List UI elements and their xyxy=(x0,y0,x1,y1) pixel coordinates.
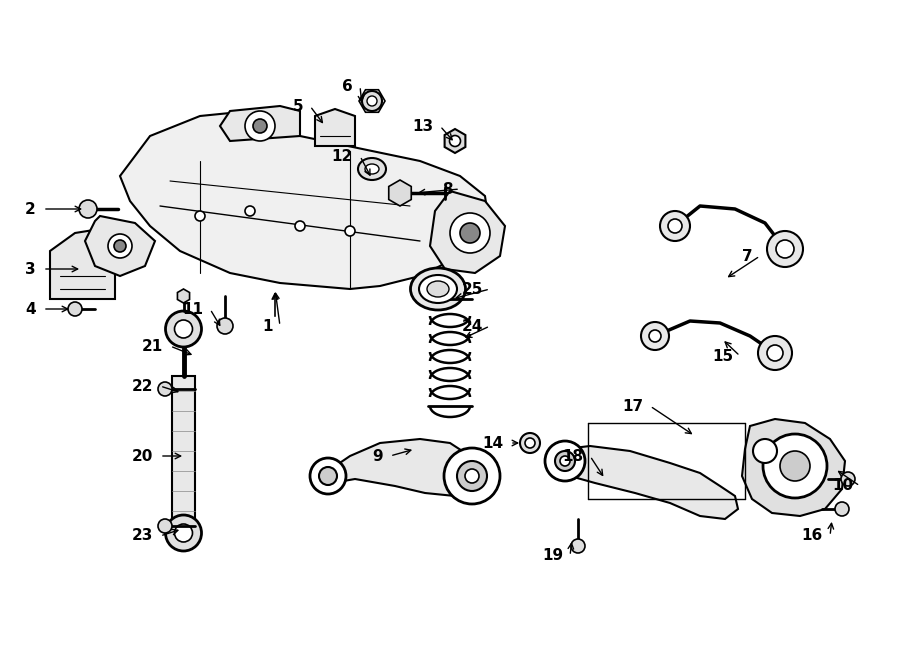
Circle shape xyxy=(175,320,193,338)
Polygon shape xyxy=(220,106,300,141)
Polygon shape xyxy=(85,216,155,276)
Text: 8: 8 xyxy=(443,182,453,196)
Polygon shape xyxy=(562,446,738,519)
Polygon shape xyxy=(50,229,115,299)
Ellipse shape xyxy=(427,281,449,297)
Polygon shape xyxy=(177,289,190,303)
Circle shape xyxy=(571,539,585,553)
Text: 25: 25 xyxy=(462,282,483,297)
Circle shape xyxy=(668,219,682,233)
Text: 11: 11 xyxy=(182,301,203,317)
Circle shape xyxy=(649,330,661,342)
Text: 22: 22 xyxy=(131,379,153,393)
Ellipse shape xyxy=(419,275,457,303)
Circle shape xyxy=(345,226,355,236)
Circle shape xyxy=(525,438,535,448)
Circle shape xyxy=(253,119,267,133)
Circle shape xyxy=(767,231,803,267)
Circle shape xyxy=(195,211,205,221)
Circle shape xyxy=(319,467,337,485)
Circle shape xyxy=(68,302,82,316)
Circle shape xyxy=(444,448,500,504)
Circle shape xyxy=(545,441,585,481)
Text: 7: 7 xyxy=(742,249,753,264)
Text: 1: 1 xyxy=(263,319,273,334)
Text: 17: 17 xyxy=(622,399,643,414)
Circle shape xyxy=(245,111,275,141)
Circle shape xyxy=(465,469,479,483)
Circle shape xyxy=(555,451,575,471)
Circle shape xyxy=(367,96,377,106)
Circle shape xyxy=(166,311,202,347)
Circle shape xyxy=(763,434,827,498)
Circle shape xyxy=(641,322,669,350)
Text: 13: 13 xyxy=(412,118,433,134)
Ellipse shape xyxy=(358,158,386,180)
Text: 19: 19 xyxy=(542,549,563,563)
Text: 4: 4 xyxy=(25,301,36,317)
Text: 15: 15 xyxy=(712,348,733,364)
Circle shape xyxy=(114,240,126,252)
Circle shape xyxy=(660,211,690,241)
Ellipse shape xyxy=(365,164,379,174)
Text: 20: 20 xyxy=(131,449,153,463)
Circle shape xyxy=(166,515,202,551)
Text: 10: 10 xyxy=(832,479,853,494)
Text: 9: 9 xyxy=(373,449,383,463)
Circle shape xyxy=(449,136,461,147)
Circle shape xyxy=(158,382,172,396)
Text: 6: 6 xyxy=(342,79,353,93)
Circle shape xyxy=(841,472,855,486)
Circle shape xyxy=(560,456,570,466)
Text: 14: 14 xyxy=(482,436,503,451)
Polygon shape xyxy=(315,109,355,146)
Text: 23: 23 xyxy=(131,529,153,543)
Text: 16: 16 xyxy=(802,529,823,543)
Circle shape xyxy=(835,502,849,516)
Circle shape xyxy=(460,223,480,243)
Polygon shape xyxy=(389,180,411,206)
Circle shape xyxy=(758,336,792,370)
Circle shape xyxy=(780,451,810,481)
Circle shape xyxy=(217,318,233,334)
Polygon shape xyxy=(172,376,195,526)
Circle shape xyxy=(175,524,193,542)
Circle shape xyxy=(450,213,490,253)
Text: 12: 12 xyxy=(332,149,353,163)
Text: 2: 2 xyxy=(25,202,36,217)
Polygon shape xyxy=(742,419,845,516)
Circle shape xyxy=(158,519,172,533)
Polygon shape xyxy=(445,129,465,153)
Text: 21: 21 xyxy=(142,338,163,354)
Circle shape xyxy=(776,240,794,258)
Text: 5: 5 xyxy=(292,98,303,114)
Circle shape xyxy=(310,458,346,494)
Circle shape xyxy=(108,234,132,258)
Circle shape xyxy=(362,91,382,111)
Text: 24: 24 xyxy=(462,319,483,334)
Circle shape xyxy=(767,345,783,361)
Circle shape xyxy=(753,439,777,463)
Circle shape xyxy=(295,221,305,231)
Polygon shape xyxy=(120,111,490,289)
Circle shape xyxy=(457,461,487,491)
Polygon shape xyxy=(325,439,485,496)
Ellipse shape xyxy=(410,268,465,310)
Polygon shape xyxy=(430,191,505,273)
Text: 18: 18 xyxy=(562,449,583,463)
Text: 3: 3 xyxy=(25,262,36,276)
Circle shape xyxy=(79,200,97,218)
Circle shape xyxy=(245,206,255,216)
Circle shape xyxy=(520,433,540,453)
